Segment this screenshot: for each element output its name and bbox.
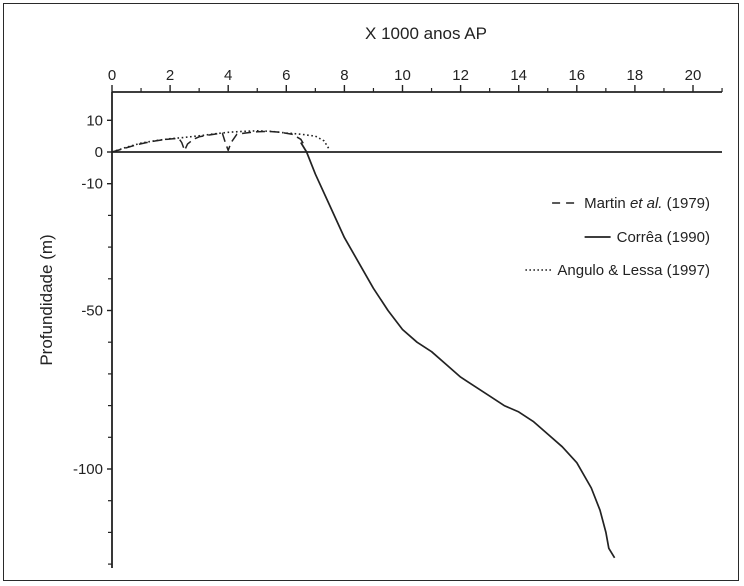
series-group [111, 130, 616, 559]
legend-label-martin-1979: Martin et al. (1979) [584, 195, 710, 212]
x-tick-label: 8 [340, 67, 348, 84]
series-line-angulo-lessa-1997 [111, 130, 331, 153]
x-tick-label: 20 [685, 67, 702, 84]
series-line-martin-1979 [111, 130, 305, 153]
chart-frame [3, 3, 739, 581]
series-line-correa-1990 [300, 142, 616, 559]
x-tick-label: 6 [282, 67, 290, 84]
legend: Martin et al. (1979) Corrêa (1990) Angulo … [525, 195, 710, 279]
x-tick-label: 18 [627, 67, 644, 84]
legend-label-correa-1990: Corrêa (1990) [617, 229, 710, 246]
y-axis: 10 0 -10 -50 -100 [73, 92, 722, 568]
x-axis-title: X 1000 anos AP [365, 24, 487, 43]
legend-label-angulo-lessa-1997: Angulo & Lessa (1997) [557, 262, 710, 279]
x-tick-label: 2 [166, 67, 174, 84]
x-tick-label: 16 [568, 67, 585, 84]
y-tick-label: -50 [81, 303, 103, 320]
x-tick-label: 4 [224, 67, 232, 84]
x-tick-label: 14 [510, 67, 527, 84]
y-tick-label: -100 [73, 461, 103, 478]
y-tick-label: -10 [81, 176, 103, 193]
x-tick-label: 0 [108, 67, 116, 84]
x-axis: 0 2 4 6 8 10 12 14 16 18 20 [108, 67, 723, 93]
y-tick-label: 0 [95, 144, 103, 161]
y-tick-label: 10 [86, 112, 103, 129]
x-tick-label: 10 [394, 67, 411, 84]
x-tick-label: 12 [452, 67, 469, 84]
y-axis-title: Profundidade (m) [37, 234, 56, 365]
